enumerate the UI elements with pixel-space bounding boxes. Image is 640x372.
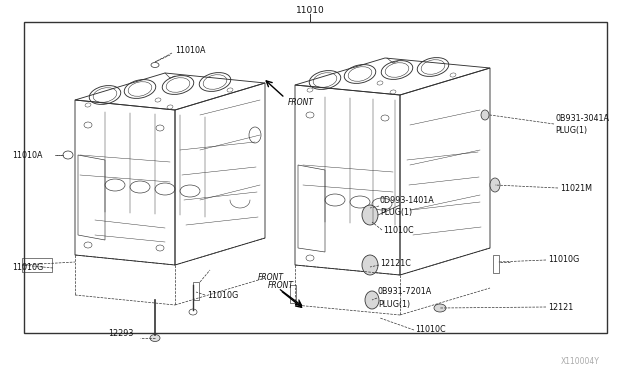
Text: 0B931-7201A: 0B931-7201A xyxy=(378,288,432,296)
Text: 12121C: 12121C xyxy=(380,259,411,267)
Ellipse shape xyxy=(150,334,160,341)
Text: PLUG(1): PLUG(1) xyxy=(380,208,412,217)
Ellipse shape xyxy=(490,178,500,192)
Text: 11010G: 11010G xyxy=(12,263,44,273)
Text: FRONT: FRONT xyxy=(268,280,294,289)
Text: 12121: 12121 xyxy=(548,302,573,311)
Ellipse shape xyxy=(362,255,378,275)
Bar xyxy=(290,285,296,303)
Bar xyxy=(22,258,52,272)
Ellipse shape xyxy=(481,110,489,120)
Text: 12293: 12293 xyxy=(108,328,133,337)
Text: 11010G: 11010G xyxy=(207,291,238,299)
Text: 0D993-1401A: 0D993-1401A xyxy=(380,196,435,205)
Text: 11010A: 11010A xyxy=(12,151,42,160)
Text: PLUG(1): PLUG(1) xyxy=(555,125,587,135)
Text: 0B931-3041A: 0B931-3041A xyxy=(555,113,609,122)
Text: X110004Y: X110004Y xyxy=(561,357,600,366)
Text: 11010C: 11010C xyxy=(383,225,413,234)
Ellipse shape xyxy=(434,304,446,312)
Bar xyxy=(24,22,607,333)
Text: 11010C: 11010C xyxy=(415,326,445,334)
Text: 11021M: 11021M xyxy=(560,183,592,192)
Ellipse shape xyxy=(365,291,379,309)
Text: 11010G: 11010G xyxy=(548,256,579,264)
Bar xyxy=(493,255,499,273)
Text: 11010: 11010 xyxy=(296,6,324,15)
Text: FRONT: FRONT xyxy=(288,97,314,106)
Text: FRONT: FRONT xyxy=(258,273,284,282)
Text: 11010A: 11010A xyxy=(175,45,205,55)
Ellipse shape xyxy=(362,205,378,225)
Bar xyxy=(193,282,199,300)
Text: PLUG(1): PLUG(1) xyxy=(378,299,410,308)
